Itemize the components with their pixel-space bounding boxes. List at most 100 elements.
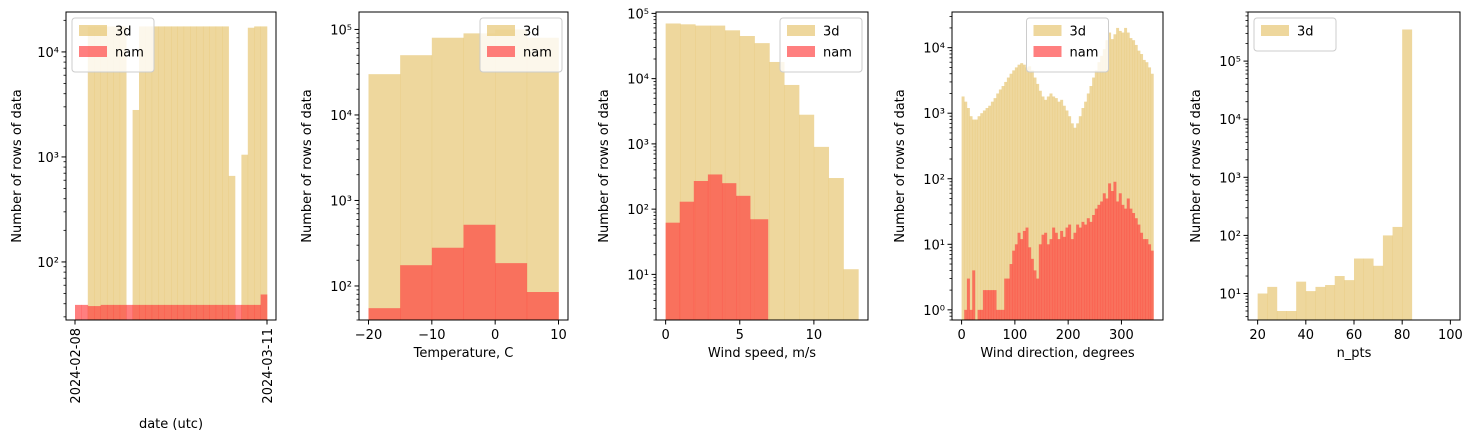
legend-swatch-3d bbox=[79, 25, 107, 36]
histogram-bar-3d bbox=[1076, 123, 1080, 320]
histogram-bar-3d bbox=[1094, 70, 1098, 320]
histogram-bar-3d bbox=[260, 26, 268, 320]
histogram-bar-nam bbox=[665, 222, 681, 320]
legend-swatch-nam bbox=[1033, 46, 1062, 57]
histogram-bar-3d bbox=[1363, 258, 1374, 320]
histogram-bar-3d bbox=[1382, 235, 1393, 320]
histogram-bar-nam bbox=[1068, 224, 1072, 320]
histogram-bar-3d bbox=[1036, 83, 1040, 320]
histogram-bar-nam bbox=[241, 304, 249, 320]
histogram-bar-nam bbox=[1105, 198, 1109, 320]
histogram-bar-nam bbox=[1004, 278, 1008, 320]
histogram-bar-3d bbox=[1392, 226, 1403, 320]
histogram-bar-3d bbox=[158, 26, 165, 320]
histogram-bar-3d bbox=[977, 116, 981, 320]
histogram-bar-3d bbox=[202, 26, 210, 320]
histogram-bar-nam bbox=[1038, 244, 1042, 320]
bars bbox=[1257, 29, 1413, 320]
legend: 3d bbox=[1253, 17, 1337, 52]
histogram-bar-nam bbox=[972, 270, 976, 320]
histogram-bar-3d bbox=[1086, 93, 1090, 320]
histogram-bar-3d bbox=[215, 26, 223, 320]
histogram-bar-nam bbox=[1110, 191, 1114, 320]
x-axis-label: date (utc) bbox=[139, 417, 203, 432]
histogram-bar-3d bbox=[1054, 98, 1058, 320]
histogram-bar-nam bbox=[106, 304, 114, 320]
x-axis-label: Wind direction, degrees bbox=[980, 346, 1135, 361]
histogram-bar-nam bbox=[998, 309, 1002, 320]
histogram-bar-nam bbox=[1052, 227, 1056, 320]
histogram-bar-nam bbox=[400, 265, 433, 320]
y-tick-label: 10³ bbox=[923, 107, 945, 122]
histogram-bar-3d bbox=[1044, 99, 1048, 320]
histogram-bar-3d bbox=[132, 109, 140, 320]
histogram-bar-nam bbox=[1046, 244, 1050, 320]
histogram-bar-3d bbox=[1017, 64, 1021, 320]
histogram-bar-3d bbox=[1041, 96, 1045, 320]
legend-swatch-nam bbox=[487, 46, 515, 57]
x-tick-label: 0 bbox=[491, 328, 499, 343]
histogram-bar-nam bbox=[119, 304, 127, 320]
histogram-bar-nam bbox=[964, 309, 968, 320]
histogram-bar-3d bbox=[1110, 39, 1114, 320]
legend-label-nam: nam bbox=[823, 46, 852, 61]
histogram-bar-3d bbox=[119, 26, 127, 320]
x-tick-label: 10 bbox=[806, 328, 823, 343]
histogram-bar-3d bbox=[980, 113, 984, 320]
histogram-bar-3d bbox=[113, 26, 121, 320]
histogram-bar-nam bbox=[1057, 239, 1061, 320]
histogram-bar-3d bbox=[1073, 127, 1077, 320]
y-tick-label: 10¹ bbox=[923, 238, 945, 253]
bars bbox=[665, 23, 859, 320]
histogram-bar-3d bbox=[974, 119, 978, 320]
histogram-bar-nam bbox=[1148, 244, 1152, 320]
histogram-bar-3d bbox=[972, 119, 976, 320]
bars bbox=[961, 27, 1154, 320]
histogram-bar-nam bbox=[164, 304, 172, 320]
histogram-bar-3d bbox=[1140, 54, 1144, 320]
histogram-bar-3d bbox=[1129, 38, 1133, 320]
histogram-bar-3d bbox=[969, 116, 973, 320]
y-tick-label: 10⁴ bbox=[1219, 113, 1241, 128]
histogram-bar-nam bbox=[1065, 227, 1069, 320]
histogram-bar-3d bbox=[1097, 62, 1101, 320]
histogram-bar-3d bbox=[966, 108, 970, 320]
legend-swatch-3d bbox=[487, 25, 515, 36]
x-tick-label: 20 bbox=[1249, 328, 1266, 343]
histogram-bar-nam bbox=[1089, 221, 1093, 320]
histogram-bar-3d bbox=[784, 84, 800, 320]
histogram-bar-3d bbox=[1305, 291, 1316, 320]
histogram-bar-3d bbox=[1046, 96, 1050, 320]
x-tick-label: 40 bbox=[1298, 328, 1315, 343]
histogram-bar-nam bbox=[1054, 232, 1058, 320]
histogram-bar-nam bbox=[87, 306, 95, 320]
histogram-bar-3d bbox=[1070, 123, 1074, 320]
legend-label-3d: 3d bbox=[115, 25, 132, 40]
histogram-bar-nam bbox=[126, 304, 133, 320]
histogram-bar-3d bbox=[1145, 62, 1149, 320]
histogram-bar-nam bbox=[177, 304, 185, 320]
histogram-bar-nam bbox=[966, 278, 970, 320]
x-axis-label: Temperature, C bbox=[413, 346, 514, 361]
histogram-bar-3d bbox=[151, 26, 159, 320]
histogram-bar-nam bbox=[1006, 278, 1010, 320]
histogram-bar-3d bbox=[368, 74, 401, 320]
x-axis-label: Wind speed, m/s bbox=[708, 346, 816, 361]
histogram-bar-3d bbox=[1344, 280, 1355, 320]
histogram-bar-nam bbox=[132, 304, 140, 320]
legend-swatch-3d bbox=[787, 25, 815, 36]
histogram-bar-3d bbox=[164, 26, 172, 320]
histogram-bar-3d bbox=[1052, 96, 1056, 320]
histogram-bar-nam bbox=[977, 309, 981, 320]
histogram-bar-nam bbox=[985, 290, 989, 320]
histogram-bar-3d bbox=[1126, 32, 1130, 320]
histogram-bar-nam bbox=[1145, 239, 1149, 320]
legend: 3d nam bbox=[1026, 17, 1109, 73]
histogram-bar-3d bbox=[254, 26, 261, 320]
histogram-bar-3d bbox=[228, 175, 236, 320]
y-tick-label: 10⁴ bbox=[627, 73, 649, 88]
axes-frame bbox=[951, 11, 1164, 321]
histogram-bar-3d bbox=[1267, 286, 1278, 320]
histogram-bar-3d bbox=[1081, 108, 1085, 320]
